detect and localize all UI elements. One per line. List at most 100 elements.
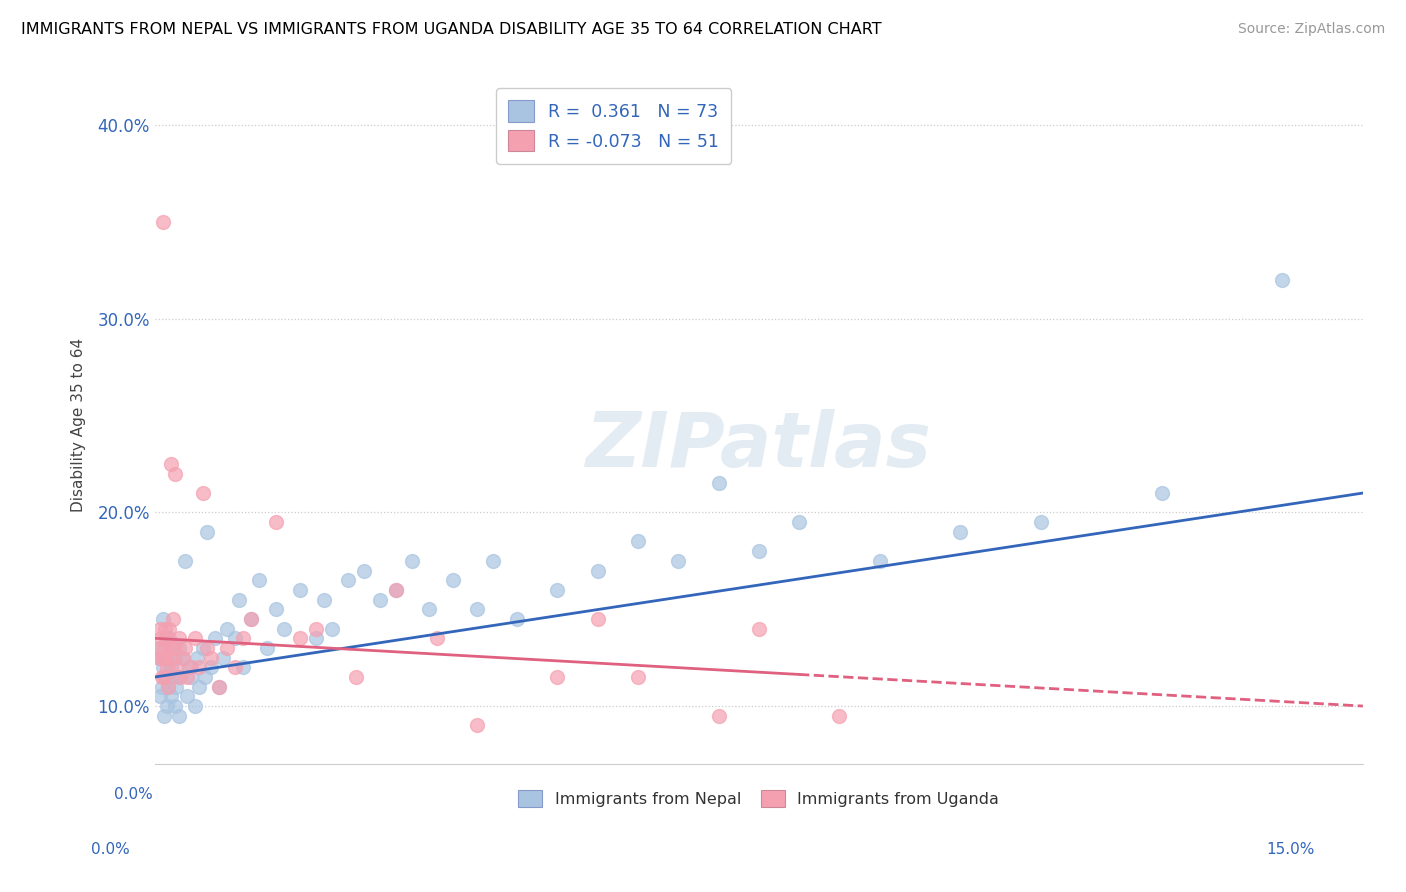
Point bbox=[707, 708, 730, 723]
Text: 0.0%: 0.0% bbox=[91, 842, 131, 856]
Point bbox=[150, 640, 173, 655]
Point bbox=[482, 554, 505, 568]
Point bbox=[586, 612, 609, 626]
Point bbox=[208, 680, 231, 694]
Point bbox=[152, 215, 174, 229]
Point bbox=[418, 602, 440, 616]
Point bbox=[155, 632, 177, 646]
Point bbox=[162, 640, 184, 655]
Point bbox=[288, 632, 311, 646]
Point bbox=[157, 622, 180, 636]
Text: 15.0%: 15.0% bbox=[1267, 842, 1315, 856]
Point bbox=[173, 640, 195, 655]
Point bbox=[288, 582, 311, 597]
Point bbox=[180, 670, 202, 684]
Point bbox=[157, 680, 180, 694]
Point bbox=[1271, 273, 1294, 287]
Point bbox=[212, 650, 235, 665]
Point bbox=[273, 622, 295, 636]
Point bbox=[337, 573, 360, 587]
Point bbox=[159, 640, 181, 655]
Point bbox=[627, 534, 650, 549]
Point bbox=[194, 670, 217, 684]
Point bbox=[200, 650, 222, 665]
Point bbox=[353, 564, 375, 578]
Point bbox=[305, 622, 328, 636]
Point bbox=[465, 602, 488, 616]
Point bbox=[204, 632, 226, 646]
Point bbox=[167, 632, 190, 646]
Point bbox=[172, 650, 194, 665]
Point bbox=[344, 670, 367, 684]
Point bbox=[546, 670, 568, 684]
Point bbox=[153, 622, 176, 636]
Point bbox=[305, 632, 328, 646]
Point bbox=[426, 632, 449, 646]
Point bbox=[152, 640, 174, 655]
Point bbox=[163, 650, 186, 665]
Point bbox=[232, 660, 254, 674]
Point bbox=[148, 640, 170, 655]
Point bbox=[166, 680, 188, 694]
Point bbox=[441, 573, 464, 587]
Point bbox=[787, 515, 810, 529]
Point bbox=[148, 622, 170, 636]
Text: ZIPatlas: ZIPatlas bbox=[586, 409, 932, 483]
Point bbox=[264, 515, 287, 529]
Point bbox=[149, 650, 172, 665]
Point bbox=[1029, 515, 1052, 529]
Point bbox=[162, 670, 184, 684]
Point bbox=[264, 602, 287, 616]
Point bbox=[748, 544, 770, 558]
Point bbox=[153, 670, 176, 684]
Point bbox=[217, 622, 239, 636]
Point bbox=[200, 660, 222, 674]
Point bbox=[157, 632, 180, 646]
Point bbox=[150, 680, 173, 694]
Point bbox=[401, 554, 423, 568]
Point bbox=[159, 690, 181, 704]
Point bbox=[217, 640, 239, 655]
Point bbox=[159, 660, 181, 674]
Point bbox=[153, 708, 176, 723]
Point bbox=[228, 592, 250, 607]
Point bbox=[156, 699, 179, 714]
Point bbox=[188, 680, 211, 694]
Point bbox=[150, 670, 173, 684]
Point bbox=[167, 670, 190, 684]
Point bbox=[368, 592, 391, 607]
Point bbox=[156, 650, 179, 665]
Point bbox=[172, 650, 194, 665]
Point bbox=[152, 612, 174, 626]
Point bbox=[195, 640, 218, 655]
Point bbox=[869, 554, 891, 568]
Point bbox=[321, 622, 343, 636]
Text: Source: ZipAtlas.com: Source: ZipAtlas.com bbox=[1237, 22, 1385, 37]
Point bbox=[163, 467, 186, 481]
Point bbox=[666, 554, 689, 568]
Point bbox=[173, 554, 195, 568]
Point bbox=[166, 660, 188, 674]
Point bbox=[232, 632, 254, 646]
Point bbox=[184, 632, 207, 646]
Point bbox=[163, 640, 186, 655]
Point bbox=[153, 670, 176, 684]
Point bbox=[157, 680, 180, 694]
Point bbox=[176, 690, 198, 704]
Point bbox=[153, 650, 176, 665]
Point bbox=[385, 582, 408, 597]
Point bbox=[748, 622, 770, 636]
Point bbox=[152, 650, 174, 665]
Legend: Immigrants from Nepal, Immigrants from Uganda: Immigrants from Nepal, Immigrants from U… bbox=[512, 783, 1005, 814]
Point bbox=[163, 699, 186, 714]
Point bbox=[167, 640, 190, 655]
Point bbox=[167, 708, 190, 723]
Y-axis label: Disability Age 35 to 64: Disability Age 35 to 64 bbox=[72, 338, 86, 512]
Point bbox=[188, 660, 211, 674]
Point bbox=[240, 612, 263, 626]
Point bbox=[224, 632, 246, 646]
Point bbox=[949, 524, 972, 539]
Point bbox=[312, 592, 335, 607]
Point bbox=[240, 612, 263, 626]
Point bbox=[148, 650, 170, 665]
